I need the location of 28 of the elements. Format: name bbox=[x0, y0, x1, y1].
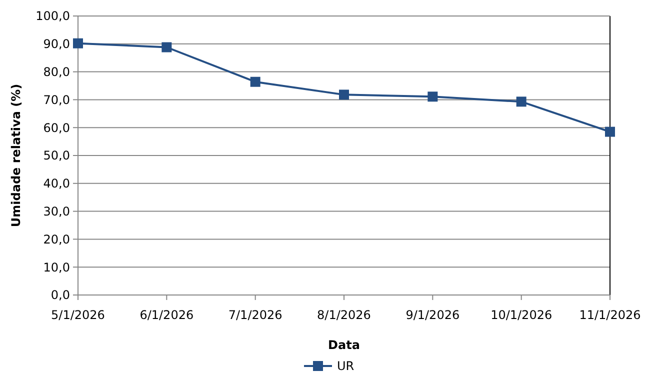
point bbox=[339, 90, 349, 100]
x-tick-label: 11/1/2026 bbox=[579, 308, 641, 322]
legend-label: UR bbox=[337, 359, 354, 374]
y-tick-label: 50,0 bbox=[43, 148, 70, 163]
y-tick-label: 40,0 bbox=[43, 176, 70, 191]
y-tick-label: 0,0 bbox=[50, 288, 70, 302]
y-tick-label: 60,0 bbox=[43, 120, 70, 135]
x-tick-label: 9/1/2026 bbox=[406, 308, 460, 322]
y-tick-label: 20,0 bbox=[43, 232, 70, 246]
point bbox=[516, 96, 526, 107]
point bbox=[73, 38, 83, 48]
x-axis-title: Data bbox=[328, 338, 360, 352]
x-tick-label: 8/1/2026 bbox=[317, 308, 371, 322]
x-tick-label: 10/1/2026 bbox=[490, 308, 552, 322]
point bbox=[605, 126, 615, 137]
y-tick-label: 80,0 bbox=[43, 65, 70, 79]
y-tick-label: 70,0 bbox=[43, 92, 70, 107]
point bbox=[428, 92, 438, 102]
point bbox=[162, 42, 172, 52]
y-axis-title: Umidade relativa (%) bbox=[9, 84, 23, 228]
x-tick-label: 5/1/2026 bbox=[51, 308, 105, 322]
x-tick-label: 7/1/2026 bbox=[228, 308, 282, 322]
y-tick-label: 100,0 bbox=[36, 9, 70, 24]
y-tick-label: 30,0 bbox=[43, 204, 70, 218]
y-tick-label: 10,0 bbox=[43, 260, 70, 274]
x-tick-label: 6/1/2026 bbox=[140, 308, 194, 322]
point bbox=[250, 76, 260, 87]
y-tick-label: 90,0 bbox=[43, 37, 70, 52]
